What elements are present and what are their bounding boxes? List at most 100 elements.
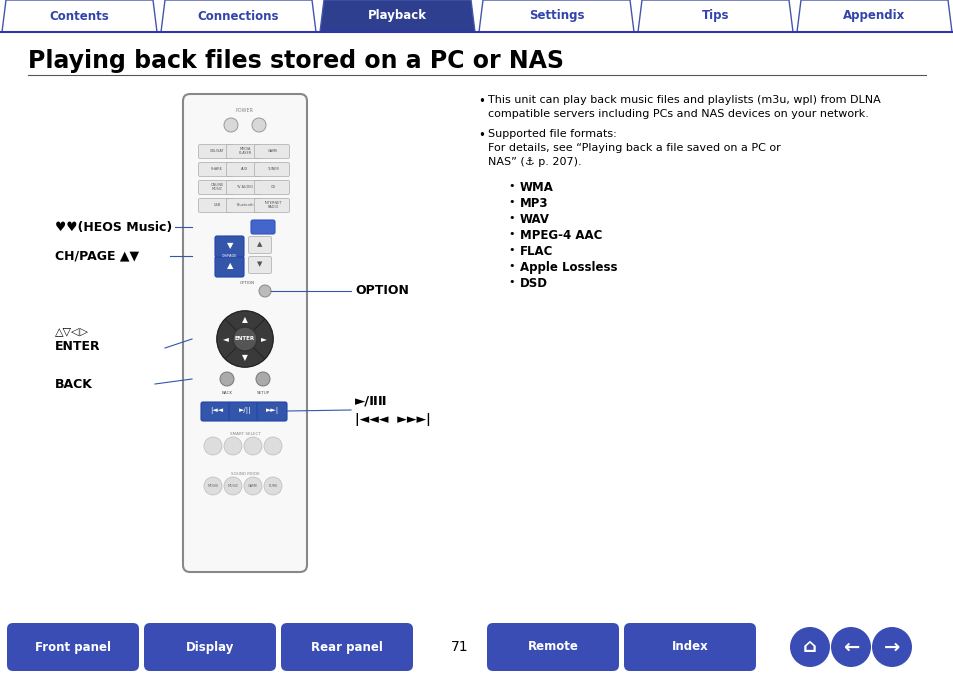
FancyBboxPatch shape	[254, 199, 289, 213]
Text: ▼: ▼	[227, 242, 233, 250]
FancyBboxPatch shape	[248, 256, 272, 273]
Text: MUSIC: MUSIC	[227, 484, 238, 488]
Text: SMART SELECT: SMART SELECT	[230, 432, 260, 436]
Text: WAV: WAV	[519, 213, 550, 226]
Text: TV AUDIO: TV AUDIO	[236, 185, 253, 189]
Circle shape	[264, 477, 282, 495]
Text: CD: CD	[270, 185, 275, 189]
Text: ONLINE
MUSIC: ONLINE MUSIC	[211, 182, 223, 191]
FancyBboxPatch shape	[198, 162, 233, 176]
Circle shape	[244, 437, 262, 455]
Text: ►►|: ►►|	[266, 407, 279, 415]
FancyBboxPatch shape	[183, 94, 307, 572]
Text: Settings: Settings	[528, 9, 583, 22]
Circle shape	[264, 437, 282, 455]
Circle shape	[258, 285, 271, 297]
Text: compatible servers including PCs and NAS devices on your network.: compatible servers including PCs and NAS…	[488, 109, 868, 119]
FancyBboxPatch shape	[254, 145, 289, 159]
Text: •: •	[477, 95, 484, 108]
Circle shape	[252, 118, 266, 132]
Text: •: •	[507, 197, 514, 207]
FancyBboxPatch shape	[214, 256, 244, 277]
Text: Supported file formats:: Supported file formats:	[488, 129, 616, 139]
Polygon shape	[319, 0, 475, 32]
FancyBboxPatch shape	[226, 199, 261, 213]
Text: MP3: MP3	[519, 197, 548, 210]
FancyBboxPatch shape	[201, 402, 231, 421]
Text: USB: USB	[213, 203, 220, 207]
Text: FLAC: FLAC	[519, 245, 553, 258]
FancyBboxPatch shape	[248, 236, 272, 254]
Text: ▼: ▼	[242, 353, 248, 363]
Circle shape	[224, 118, 237, 132]
Text: MEDIA
PLAYER: MEDIA PLAYER	[238, 147, 252, 155]
FancyBboxPatch shape	[251, 220, 274, 234]
Circle shape	[220, 372, 233, 386]
Polygon shape	[2, 0, 157, 32]
Text: ENTER: ENTER	[55, 339, 100, 353]
Circle shape	[871, 627, 911, 667]
Text: Bluetooth: Bluetooth	[236, 203, 253, 207]
Circle shape	[224, 477, 242, 495]
FancyBboxPatch shape	[226, 145, 261, 159]
Text: DSD: DSD	[519, 277, 547, 290]
Text: This unit can play back music files and playlists (m3u, wpl) from DLNA: This unit can play back music files and …	[488, 95, 880, 105]
Text: NAS” (⚓ p. 207).: NAS” (⚓ p. 207).	[488, 157, 581, 167]
Text: ▲: ▲	[227, 262, 233, 271]
Text: 71: 71	[451, 640, 468, 654]
FancyBboxPatch shape	[281, 623, 413, 671]
Wedge shape	[225, 339, 265, 367]
FancyBboxPatch shape	[254, 180, 289, 194]
Text: SETUP: SETUP	[256, 391, 270, 395]
Text: ♥♥(HEOS Music): ♥♥(HEOS Music)	[55, 221, 172, 234]
Text: •: •	[507, 181, 514, 191]
Text: CH/PAGE ▲▼: CH/PAGE ▲▼	[55, 250, 139, 262]
Text: Display: Display	[186, 641, 233, 653]
FancyBboxPatch shape	[198, 199, 233, 213]
Text: |◄◄: |◄◄	[211, 407, 223, 415]
Text: ▲: ▲	[257, 241, 262, 247]
Wedge shape	[225, 311, 265, 339]
FancyBboxPatch shape	[226, 162, 261, 176]
Text: •: •	[507, 245, 514, 255]
Text: MPEG-4 AAC: MPEG-4 AAC	[519, 229, 601, 242]
Text: Rear panel: Rear panel	[311, 641, 382, 653]
FancyBboxPatch shape	[486, 623, 618, 671]
Text: AUX: AUX	[241, 167, 249, 171]
Circle shape	[216, 311, 273, 367]
Circle shape	[233, 327, 256, 351]
Text: △▽◁▷: △▽◁▷	[55, 326, 89, 336]
Text: →: →	[882, 637, 900, 656]
Polygon shape	[478, 0, 634, 32]
Text: •: •	[507, 213, 514, 223]
FancyBboxPatch shape	[623, 623, 755, 671]
Text: INTERNET
RADIO: INTERNET RADIO	[264, 201, 281, 209]
Text: OPTION: OPTION	[355, 285, 409, 297]
Text: Index: Index	[671, 641, 708, 653]
Text: ►: ►	[261, 334, 267, 343]
Text: •: •	[507, 229, 514, 239]
Circle shape	[204, 477, 222, 495]
Circle shape	[224, 437, 242, 455]
Text: Connections: Connections	[197, 9, 279, 22]
Circle shape	[789, 627, 829, 667]
Text: ←: ←	[841, 637, 859, 656]
FancyBboxPatch shape	[198, 145, 233, 159]
Text: POWER: POWER	[235, 108, 253, 114]
Text: BACK: BACK	[55, 378, 92, 390]
Text: GAME: GAME	[268, 149, 278, 153]
Polygon shape	[161, 0, 315, 32]
Text: •: •	[477, 129, 484, 142]
Text: OPTION: OPTION	[239, 281, 254, 285]
Text: SHARE: SHARE	[211, 167, 223, 171]
Text: PURE: PURE	[268, 484, 277, 488]
Text: ▲: ▲	[242, 316, 248, 324]
Text: GAME: GAME	[248, 484, 258, 488]
Text: BACK: BACK	[221, 391, 233, 395]
FancyBboxPatch shape	[214, 236, 244, 257]
Text: •: •	[507, 277, 514, 287]
Polygon shape	[638, 0, 792, 32]
Text: Contents: Contents	[50, 9, 110, 22]
Text: Playing back files stored on a PC or NAS: Playing back files stored on a PC or NAS	[28, 49, 563, 73]
Circle shape	[255, 372, 270, 386]
